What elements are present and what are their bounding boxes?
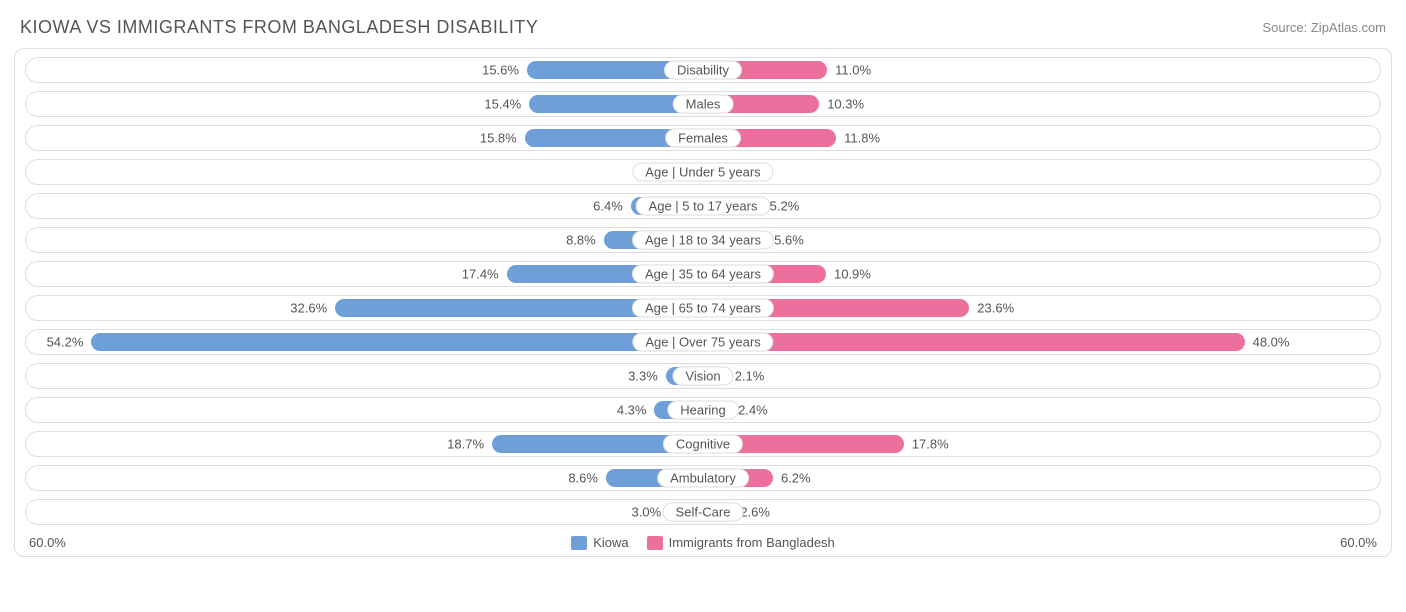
chart-row: 8.6% 6.2% Ambulatory <box>25 465 1381 491</box>
value-label-left: 6.4% <box>593 199 623 214</box>
row-category-label: Males <box>673 95 734 114</box>
row-category-label: Age | 5 to 17 years <box>636 197 771 216</box>
value-label-left: 17.4% <box>462 267 499 282</box>
legend-item-right: Immigrants from Bangladesh <box>647 535 835 550</box>
chart-row: 54.2% 48.0% Age | Over 75 years <box>25 329 1381 355</box>
legend-label-left: Kiowa <box>593 535 628 550</box>
chart-row: 15.6% 11.0% Disability <box>25 57 1381 83</box>
chart-source: Source: ZipAtlas.com <box>1262 20 1386 35</box>
axis-max-right: 60.0% <box>1340 535 1377 550</box>
row-category-label: Ambulatory <box>657 469 749 488</box>
legend-swatch-right <box>647 536 663 550</box>
chart-row: 6.4% 5.2%Age | 5 to 17 years <box>25 193 1381 219</box>
chart-header: KIOWA VS IMMIGRANTS FROM BANGLADESH DISA… <box>14 10 1392 44</box>
diverging-bar-chart: 15.6% 11.0% Disability 15.4% 10.3% Males 15.8%… <box>14 48 1392 557</box>
chart-title: KIOWA VS IMMIGRANTS FROM BANGLADESH DISA… <box>20 17 538 38</box>
chart-footer: 60.0% Kiowa Immigrants from Bangladesh 6… <box>25 533 1381 550</box>
value-label-right: 11.0% <box>835 63 871 78</box>
bar-right <box>703 333 1245 351</box>
chart-row: 3.0% 2.6%Self-Care <box>25 499 1381 525</box>
value-label-left: 32.6% <box>290 301 327 316</box>
row-category-label: Self-Care <box>663 503 744 522</box>
value-label-right: 5.6% <box>774 233 804 248</box>
row-category-label: Age | Over 75 years <box>632 333 773 352</box>
row-category-label: Cognitive <box>663 435 743 454</box>
value-label-left: 15.4% <box>484 97 521 112</box>
value-label-right: 5.2% <box>770 199 800 214</box>
value-label-left: 54.2% <box>47 335 84 350</box>
value-label-right: 23.6% <box>977 301 1014 316</box>
legend: Kiowa Immigrants from Bangladesh <box>571 535 835 550</box>
value-label-right: 10.3% <box>827 97 864 112</box>
legend-item-left: Kiowa <box>571 535 628 550</box>
value-label-left: 8.6% <box>568 471 598 486</box>
chart-row: 1.5%0.85%Age | Under 5 years <box>25 159 1381 185</box>
value-label-right: 6.2% <box>781 471 811 486</box>
row-category-label: Age | Under 5 years <box>632 163 773 182</box>
row-category-label: Age | 65 to 74 years <box>632 299 774 318</box>
value-label-right: 17.8% <box>912 437 949 452</box>
value-label-left: 4.3% <box>617 403 647 418</box>
chart-row: 3.3% 2.1%Vision <box>25 363 1381 389</box>
row-category-label: Vision <box>672 367 733 386</box>
row-category-label: Age | 35 to 64 years <box>632 265 774 284</box>
value-label-left: 3.3% <box>628 369 658 384</box>
value-label-left: 15.8% <box>480 131 517 146</box>
axis-max-left: 60.0% <box>29 535 66 550</box>
bar-left <box>91 333 703 351</box>
legend-label-right: Immigrants from Bangladesh <box>669 535 835 550</box>
chart-row: 8.8% 5.6%Age | 18 to 34 years <box>25 227 1381 253</box>
chart-row: 15.8% 11.8% Females <box>25 125 1381 151</box>
chart-row: 17.4% 10.9% Age | 35 to 64 years <box>25 261 1381 287</box>
chart-row: 4.3% 2.4%Hearing <box>25 397 1381 423</box>
value-label-right: 2.6% <box>740 505 770 520</box>
row-category-label: Age | 18 to 34 years <box>632 231 774 250</box>
value-label-right: 11.8% <box>844 131 880 146</box>
value-label-right: 2.4% <box>738 403 768 418</box>
value-label-right: 10.9% <box>834 267 871 282</box>
value-label-right: 48.0% <box>1253 335 1290 350</box>
rows-container: 15.6% 11.0% Disability 15.4% 10.3% Males 15.8%… <box>25 57 1381 525</box>
chart-row: 32.6% 23.6% Age | 65 to 74 years <box>25 295 1381 321</box>
value-label-left: 15.6% <box>482 63 519 78</box>
chart-row: 15.4% 10.3% Males <box>25 91 1381 117</box>
value-label-left: 18.7% <box>447 437 484 452</box>
value-label-right: 2.1% <box>735 369 765 384</box>
row-category-label: Hearing <box>667 401 739 420</box>
value-label-left: 3.0% <box>632 505 662 520</box>
row-category-label: Females <box>665 129 741 148</box>
value-label-left: 8.8% <box>566 233 596 248</box>
chart-row: 18.7% 17.8% Cognitive <box>25 431 1381 457</box>
row-category-label: Disability <box>664 61 742 80</box>
legend-swatch-left <box>571 536 587 550</box>
